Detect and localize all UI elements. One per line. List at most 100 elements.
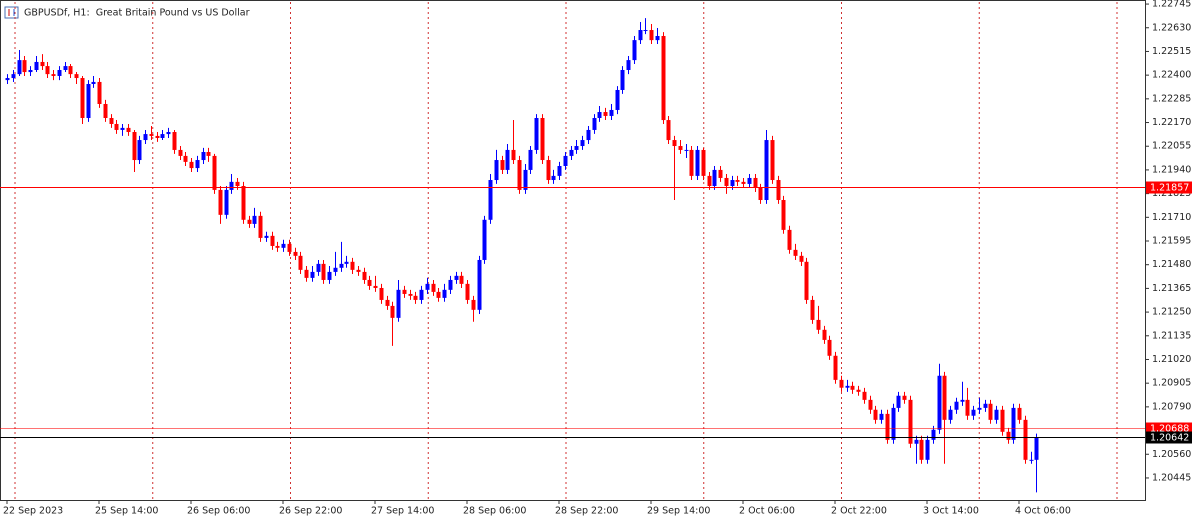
candle-body bbox=[1017, 407, 1022, 420]
candle-body bbox=[873, 409, 878, 420]
candle-body bbox=[638, 30, 643, 41]
candle-body bbox=[86, 84, 91, 119]
candle-body bbox=[68, 66, 73, 75]
y-tick-label: 1.21595 bbox=[1152, 236, 1191, 247]
candle-body bbox=[879, 413, 884, 420]
price-label: 1.20688 bbox=[1150, 424, 1189, 435]
candle-body bbox=[436, 291, 441, 298]
candle-body bbox=[712, 169, 717, 186]
candle-body bbox=[684, 149, 689, 151]
candle-body bbox=[350, 261, 355, 270]
candle-body bbox=[655, 35, 660, 41]
candle-body bbox=[787, 229, 792, 250]
candle-body bbox=[839, 379, 844, 388]
candle-body bbox=[356, 269, 361, 272]
candle-body bbox=[546, 160, 551, 181]
candle-body bbox=[275, 245, 280, 248]
candle-body bbox=[281, 243, 286, 248]
candle-body bbox=[937, 375, 942, 430]
candle-body bbox=[753, 177, 758, 188]
candle-body bbox=[402, 289, 407, 294]
candle-body bbox=[977, 407, 982, 410]
candle-body bbox=[799, 255, 804, 262]
candle-body bbox=[678, 146, 683, 150]
candle-body bbox=[764, 140, 769, 201]
x-tick-label: 25 Sep 14:00 bbox=[95, 506, 158, 517]
candle-body bbox=[189, 161, 194, 169]
candle-body bbox=[862, 391, 867, 400]
candle-body bbox=[988, 403, 993, 420]
candle-body bbox=[166, 132, 171, 135]
y-tick-label: 1.20790 bbox=[1152, 401, 1191, 412]
candle-body bbox=[822, 329, 827, 340]
x-tick-label: 4 Oct 06:00 bbox=[1015, 506, 1071, 517]
candle-body bbox=[793, 249, 798, 256]
candle-body bbox=[649, 30, 654, 41]
candle-body bbox=[885, 413, 890, 440]
candle-body bbox=[11, 74, 16, 79]
candle-body bbox=[505, 149, 510, 170]
y-tick-label: 1.20445 bbox=[1152, 472, 1191, 483]
candle-body bbox=[160, 134, 165, 138]
candle-body bbox=[396, 289, 401, 318]
x-tick-label: 26 Sep 06:00 bbox=[187, 506, 250, 517]
candle-body bbox=[730, 180, 735, 186]
candle-body bbox=[925, 439, 930, 460]
candle-body bbox=[212, 155, 217, 190]
candle-body bbox=[741, 181, 746, 184]
candle-body bbox=[528, 149, 533, 170]
candle-body bbox=[994, 409, 999, 420]
candle-body bbox=[247, 219, 252, 224]
candle-body bbox=[5, 78, 10, 81]
y-tick-label: 1.21135 bbox=[1152, 330, 1191, 341]
candle-body bbox=[609, 109, 614, 116]
candle-body bbox=[63, 66, 68, 70]
candle-body bbox=[919, 439, 924, 460]
candle-body bbox=[258, 215, 263, 238]
candle-body bbox=[615, 89, 620, 110]
candle-body bbox=[1011, 407, 1016, 440]
candle-body bbox=[195, 160, 200, 169]
x-tick-label: 3 Oct 14:00 bbox=[923, 506, 979, 517]
candle-body bbox=[482, 219, 487, 260]
candle-body bbox=[666, 120, 671, 141]
candle-body bbox=[695, 149, 700, 176]
candle-body bbox=[551, 175, 556, 181]
price-label-box bbox=[1146, 181, 1192, 194]
y-tick-label: 1.21825 bbox=[1152, 188, 1191, 199]
candle-body bbox=[373, 285, 378, 288]
y-tick-label: 1.22745 bbox=[1152, 0, 1191, 10]
candle-body bbox=[960, 399, 965, 402]
candle-body bbox=[51, 74, 56, 76]
candle-body bbox=[1006, 431, 1011, 440]
candle-body bbox=[586, 129, 591, 141]
y-tick-label: 1.21020 bbox=[1152, 354, 1191, 365]
candle-body bbox=[120, 127, 125, 130]
candle-body bbox=[471, 299, 476, 310]
y-tick-label: 1.22515 bbox=[1152, 46, 1191, 57]
candle-body bbox=[126, 127, 131, 133]
candle-body bbox=[494, 160, 499, 181]
candle-body bbox=[868, 399, 873, 410]
candle-body bbox=[1029, 459, 1034, 461]
candle-body bbox=[896, 395, 901, 408]
candle-body bbox=[229, 181, 234, 190]
price-label: 1.20642 bbox=[1150, 433, 1189, 444]
candle-body bbox=[34, 61, 39, 70]
candle-body bbox=[287, 243, 292, 252]
candle-body bbox=[827, 339, 832, 356]
candle-body bbox=[965, 399, 970, 416]
candle-body bbox=[701, 149, 706, 176]
candle-body bbox=[362, 271, 367, 280]
candle-body bbox=[442, 289, 447, 298]
candle-body bbox=[155, 135, 160, 138]
y-tick-label: 1.22630 bbox=[1152, 22, 1191, 33]
candle-body bbox=[845, 385, 850, 388]
candle-body bbox=[597, 112, 602, 119]
y-tick-label: 1.20560 bbox=[1152, 449, 1191, 460]
candle-body bbox=[459, 275, 464, 284]
candle-body bbox=[592, 118, 597, 130]
candle-body bbox=[569, 149, 574, 156]
candle-body bbox=[781, 200, 786, 230]
